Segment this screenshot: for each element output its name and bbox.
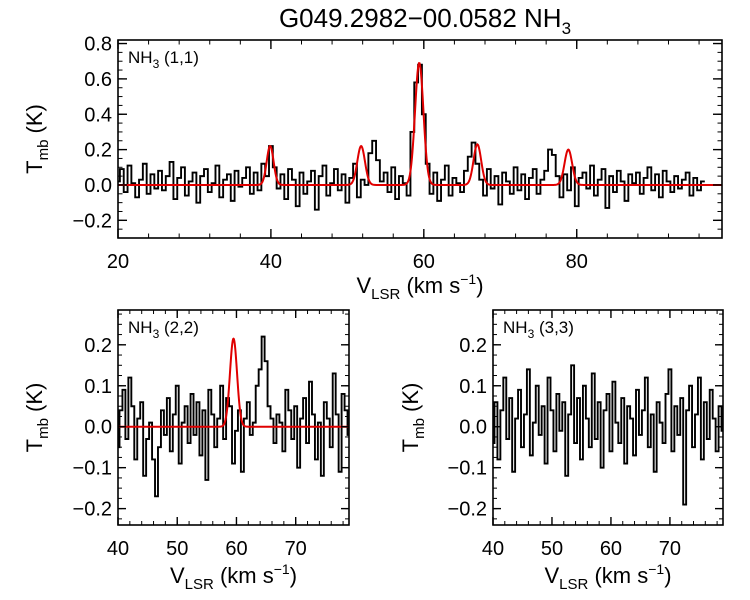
y-tick-label: −0.2 <box>448 499 487 521</box>
y-tick-label: 0.2 <box>84 335 112 357</box>
y-tick-label: 0.0 <box>84 175 112 197</box>
plot-area <box>493 364 723 506</box>
y-tick-label: 0.8 <box>84 34 112 56</box>
panel-label: NH3 (2,2) <box>128 318 199 341</box>
y-axis-label: Tmb (K) <box>398 383 428 453</box>
fit-line <box>118 62 722 186</box>
y-tick-label: 0.1 <box>459 376 487 398</box>
x-tick-label: 50 <box>166 538 188 560</box>
y-axis-label: Tmb (K) <box>22 383 52 453</box>
y-tick-label: 0.2 <box>459 335 487 357</box>
x-axis-label: VLSR (km s−1) <box>170 561 297 593</box>
y-tick-label: −0.2 <box>73 210 112 232</box>
spectrum-line <box>493 364 723 506</box>
y-axis-label: Tmb (K) <box>22 104 52 174</box>
x-tick-label: 60 <box>225 538 247 560</box>
panel-label: NH3 (1,1) <box>128 48 199 71</box>
panel-nh3-3-3: −0.2 −0.1 0.0 0.1 0.2 40 50 60 70 NH3 (3,3) VLSR (… <box>398 309 724 593</box>
x-tick-label: 60 <box>413 251 435 273</box>
panel-nh3-1-1: −0.2 0.0 0.2 0.4 0.6 0.8 20 40 60 80 NH3 (1,1) VLSR… <box>22 34 723 303</box>
x-tick-label: 20 <box>107 251 129 273</box>
y-tick-label: 0.1 <box>84 376 112 398</box>
y-tick-label: 0.0 <box>459 417 487 439</box>
axes-frame <box>117 39 723 239</box>
figure-title: G049.2982−00.0582 NH3 <box>279 3 571 38</box>
x-tick-label: 50 <box>541 538 563 560</box>
x-tick-label: 40 <box>482 538 504 560</box>
x-tick-label: 40 <box>260 251 282 273</box>
spectrum-line <box>118 335 349 498</box>
y-tick-label: −0.1 <box>448 458 487 480</box>
y-tick-label: 0.0 <box>84 417 112 439</box>
x-tick-label: 60 <box>600 538 622 560</box>
x-axis-label: VLSR (km s−1) <box>544 561 671 593</box>
axes-frame <box>117 309 350 526</box>
y-tick-label: 0.4 <box>84 104 112 126</box>
x-tick-label: 70 <box>659 538 681 560</box>
fit-line <box>118 337 349 428</box>
y-tick-label: −0.2 <box>73 499 112 521</box>
x-tick-label: 40 <box>107 538 129 560</box>
panel-label: NH3 (3,3) <box>503 318 574 341</box>
x-axis-label: VLSR (km s−1) <box>356 271 483 303</box>
plot-area <box>118 335 349 498</box>
x-tick-label: 70 <box>285 538 307 560</box>
y-tick-label: 0.2 <box>84 140 112 162</box>
x-tick-label: 80 <box>566 251 588 273</box>
y-tick-label: −0.1 <box>73 458 112 480</box>
plot-area <box>118 62 722 211</box>
y-tick-label: 0.6 <box>84 69 112 91</box>
panel-nh3-2-2: −0.2 −0.1 0.0 0.1 0.2 40 50 60 70 NH3 (2,2) VLSR (… <box>22 309 350 593</box>
axes-frame <box>492 309 724 526</box>
